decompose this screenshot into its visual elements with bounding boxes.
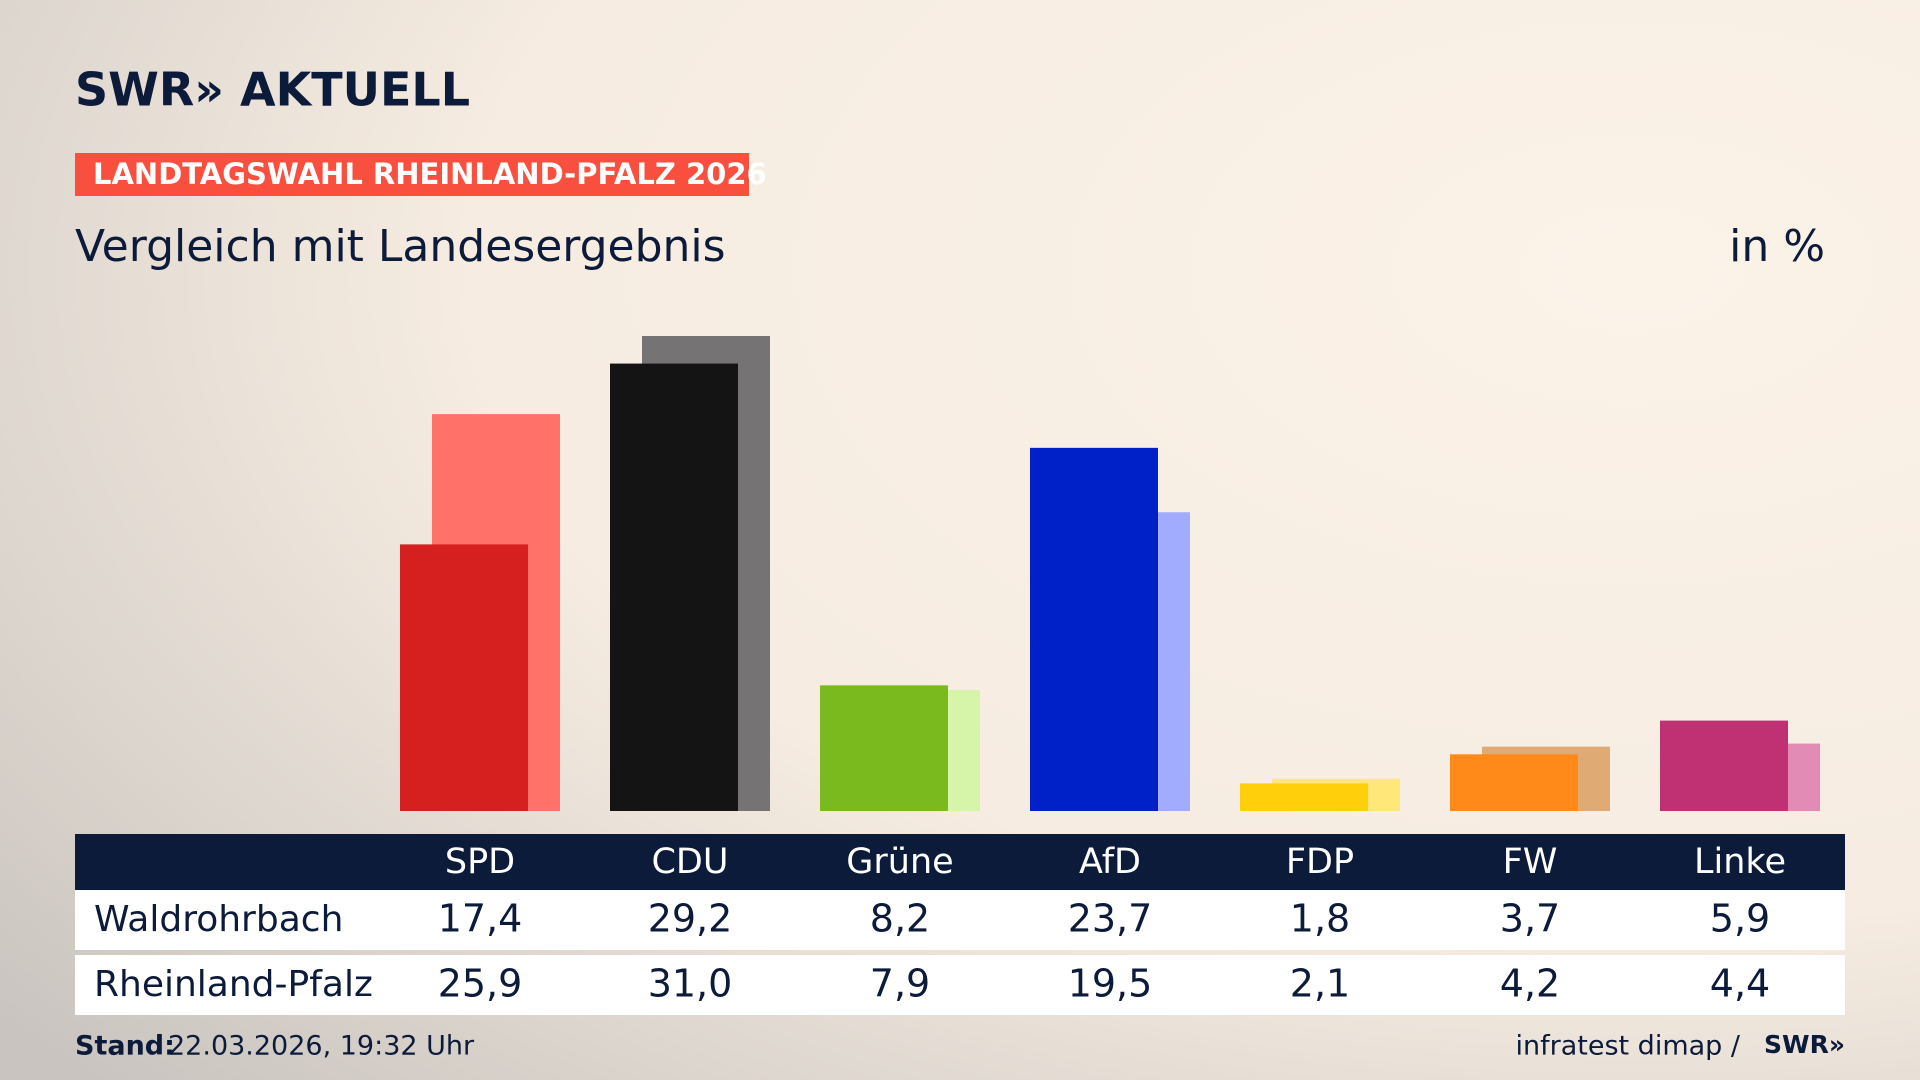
bar [820, 685, 948, 811]
value-label: 29,2 [648, 897, 733, 941]
table-header [75, 834, 1845, 890]
value-label: 19,5 [1068, 962, 1153, 1006]
value-label: 1,8 [1290, 897, 1350, 941]
table-row [75, 955, 1845, 1015]
value-label: 8,2 [870, 897, 930, 941]
column-header: SPD [445, 842, 515, 882]
bar [1240, 783, 1368, 811]
value-label: 31,0 [648, 962, 733, 1006]
subtitle: Vergleich mit Landesergebnis [75, 221, 726, 272]
column-header: Linke [1694, 842, 1786, 882]
column-header: FW [1503, 842, 1558, 882]
column-header: Grüne [846, 842, 953, 882]
row-label: Waldrohrbach [94, 899, 343, 940]
bar [1030, 447, 1158, 811]
banner: LANDTAGSWAHL RHEINLAND-PFALZ 2026 [93, 157, 767, 191]
banner-bg [75, 153, 749, 196]
stand: 22.03.2026, 19:32 Uhr [168, 1031, 475, 1062]
unit: in % [1729, 221, 1825, 272]
bar [1660, 720, 1788, 811]
bar [1450, 754, 1578, 811]
row-label: Rheinland-Pfalz [94, 964, 373, 1005]
stand-label: Stand: [75, 1031, 175, 1062]
value-label: 23,7 [1068, 897, 1153, 941]
value-label: 4,2 [1500, 962, 1560, 1006]
brand: SWR» AKTUELL [75, 63, 470, 117]
column-header: AfD [1079, 842, 1141, 882]
bar [400, 544, 528, 811]
value-label: 17,4 [438, 897, 523, 941]
value-label: 3,7 [1500, 897, 1560, 941]
value-label: 7,9 [870, 962, 930, 1006]
bar [610, 363, 738, 811]
value-label: 5,9 [1710, 897, 1770, 941]
table-row [75, 890, 1845, 950]
column-header: FDP [1286, 842, 1354, 882]
value-label: 4,4 [1710, 962, 1770, 1006]
column-header: CDU [651, 842, 728, 882]
value-label: 25,9 [438, 962, 523, 1006]
source-logo: SWR» [1764, 1030, 1845, 1059]
value-label: 2,1 [1290, 962, 1350, 1006]
source: infratest dimap / [1515, 1031, 1740, 1062]
